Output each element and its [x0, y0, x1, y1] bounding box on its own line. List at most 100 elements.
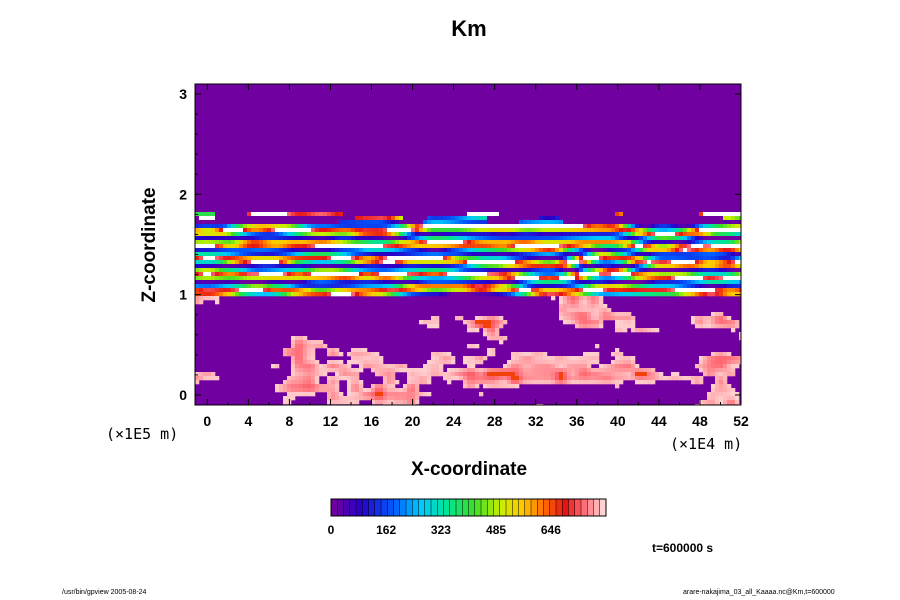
field-cell	[331, 232, 336, 237]
field-cell	[411, 256, 416, 261]
field-cell	[719, 260, 724, 265]
field-cell	[247, 236, 252, 241]
field-cell	[499, 324, 504, 329]
y-tick-label: 0	[179, 387, 187, 403]
field-cell	[555, 292, 560, 297]
field-cell	[683, 224, 688, 229]
field-cell	[287, 348, 292, 353]
field-cell	[199, 292, 204, 297]
field-cell	[411, 272, 416, 277]
field-cell	[739, 236, 741, 241]
field-cell	[739, 256, 741, 261]
field-cell	[319, 364, 324, 369]
field-cell	[215, 272, 220, 277]
field-cell	[219, 232, 224, 237]
field-cell	[439, 220, 444, 225]
field-cell	[435, 364, 440, 369]
field-cell	[515, 280, 520, 285]
field-cell	[203, 236, 208, 241]
field-cell	[467, 228, 472, 233]
field-cell	[459, 272, 464, 277]
field-cell	[299, 368, 304, 373]
field-cell	[415, 264, 420, 269]
field-cell	[331, 380, 336, 385]
field-cell	[355, 272, 360, 277]
field-cell	[363, 280, 368, 285]
field-cell	[347, 256, 352, 261]
field-cell	[523, 364, 528, 369]
field-cell	[423, 368, 428, 373]
field-cell	[379, 252, 384, 257]
field-cell	[231, 292, 236, 297]
field-cell	[359, 252, 364, 257]
field-cell	[483, 224, 488, 229]
field-cell	[431, 240, 436, 245]
field-cell	[339, 400, 344, 405]
field-cell	[687, 236, 692, 241]
field-cell	[471, 368, 476, 373]
field-cell	[235, 252, 240, 257]
field-cell	[327, 364, 332, 369]
field-cell	[571, 280, 576, 285]
field-cell	[479, 252, 484, 257]
field-cell	[531, 232, 536, 237]
field-cell	[527, 240, 532, 245]
field-cell	[715, 288, 720, 293]
colorbar-swatch	[374, 499, 382, 516]
field-cell	[455, 252, 460, 257]
field-cell	[451, 284, 456, 289]
field-cell	[559, 212, 564, 217]
field-cell	[579, 252, 584, 257]
field-cell	[615, 312, 620, 317]
field-cell	[267, 276, 272, 281]
field-cell	[715, 236, 720, 241]
field-cell	[211, 264, 216, 269]
field-cell	[255, 212, 260, 217]
field-cell	[663, 244, 668, 249]
field-cell	[315, 280, 320, 285]
field-cell	[215, 280, 220, 285]
field-cell	[511, 260, 516, 265]
field-cell	[567, 368, 572, 373]
field-cell	[715, 276, 720, 281]
field-cell	[487, 252, 492, 257]
field-cell	[735, 256, 740, 261]
field-cell	[683, 376, 688, 381]
field-cell	[431, 276, 436, 281]
x-tick-label: 52	[733, 413, 749, 429]
field-cell	[407, 376, 412, 381]
field-cell	[567, 232, 572, 237]
field-cell	[263, 244, 268, 249]
field-cell	[239, 224, 244, 229]
field-cell	[335, 232, 340, 237]
field-cell	[247, 228, 252, 233]
field-cell	[503, 216, 508, 221]
field-cell	[651, 224, 656, 229]
field-cell	[523, 268, 528, 273]
field-cell	[303, 284, 308, 289]
field-cell	[687, 288, 692, 293]
field-cell	[435, 216, 440, 221]
field-cell	[719, 324, 724, 329]
field-cell	[651, 256, 656, 261]
field-cell	[315, 264, 320, 269]
field-cell	[623, 312, 628, 317]
field-cell	[503, 376, 508, 381]
field-cell	[639, 264, 644, 269]
field-cell	[267, 228, 272, 233]
field-cell	[611, 268, 616, 273]
field-cell	[379, 228, 384, 233]
field-cell	[215, 220, 220, 225]
field-cell	[347, 240, 352, 245]
field-cell	[703, 228, 708, 233]
field-cell	[203, 284, 208, 289]
field-cell	[519, 220, 524, 225]
field-cell	[531, 364, 536, 369]
field-cell	[643, 244, 648, 249]
field-cell	[547, 224, 552, 229]
field-cell	[679, 260, 684, 265]
field-cell	[295, 376, 300, 381]
field-cell	[387, 212, 392, 217]
field-cell	[363, 240, 368, 245]
field-cell	[235, 216, 240, 221]
